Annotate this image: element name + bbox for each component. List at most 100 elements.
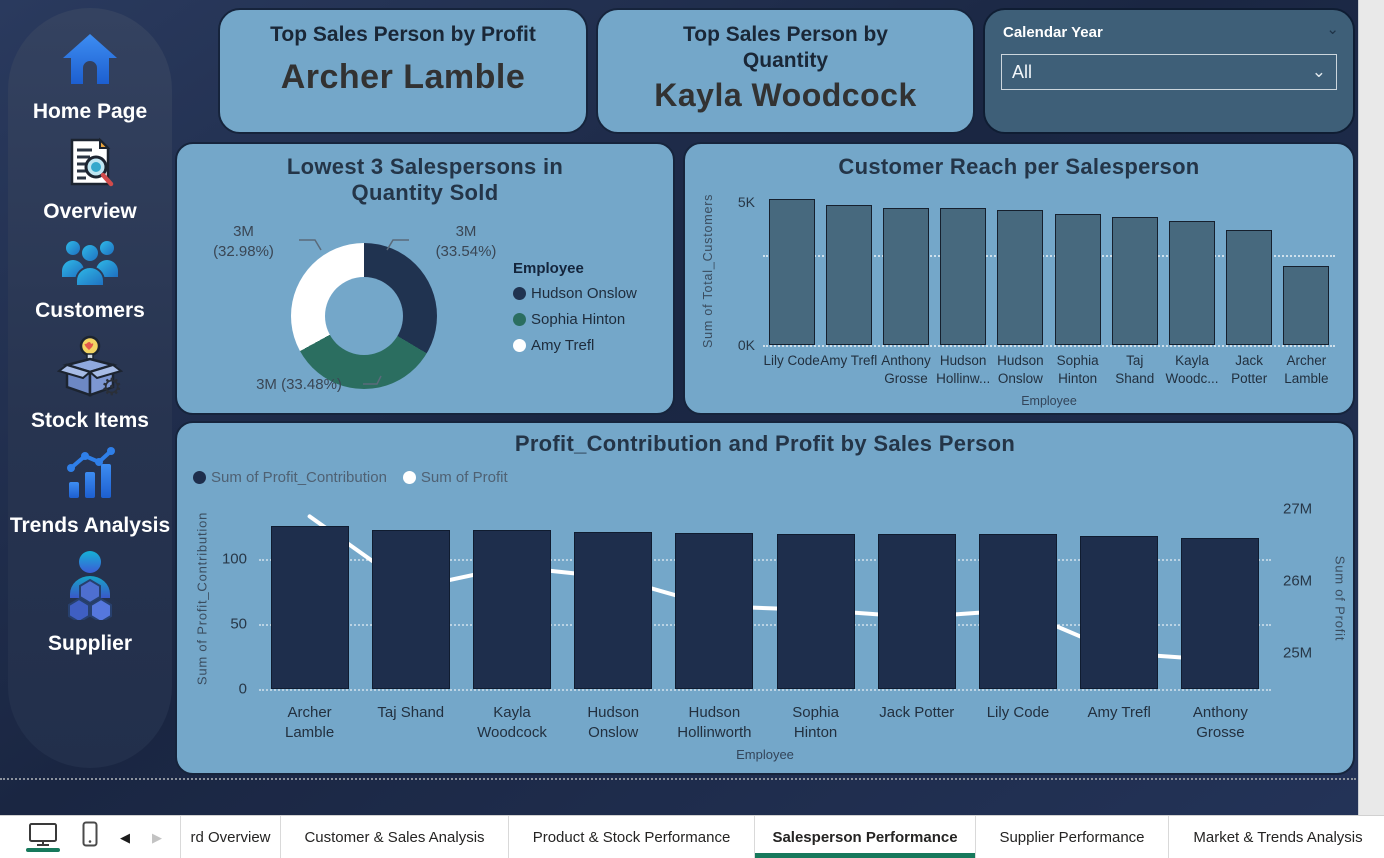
x-label: Amy Trefl xyxy=(820,353,878,368)
sidebar-item-trends[interactable]: Trends Analysis xyxy=(10,446,170,541)
sidebar-item-overview[interactable]: Overview xyxy=(43,136,137,227)
tab-product-stock-performance[interactable]: Product & Stock Performance xyxy=(508,816,754,858)
sidebar-item-label: Supplier xyxy=(47,632,132,656)
bar-chart-plot xyxy=(763,199,1335,347)
bar-Sophia Hinton[interactable] xyxy=(1054,214,1101,345)
canvas-right-gutter xyxy=(1358,0,1384,815)
x-axis-title: Employee xyxy=(1021,394,1077,408)
slicer-value: All xyxy=(1012,61,1033,82)
legend-item[interactable]: Sum of Profit_Contribution xyxy=(193,469,387,486)
bar-Taj Shand[interactable] xyxy=(1111,217,1158,345)
kpi-value: Kayla Woodcock xyxy=(654,76,917,113)
svg-text:⚙: ⚙ xyxy=(101,374,123,397)
kpi-title: Top Sales Person by Profit xyxy=(270,23,536,46)
sidebar-item-stock-items[interactable]: ⚙ Stock Items xyxy=(31,335,149,436)
right-tick: 27M xyxy=(1283,500,1313,518)
bar-Jack Potter[interactable] xyxy=(877,534,956,689)
legend-dot xyxy=(193,471,206,484)
tab-salesperson-performance[interactable]: Salesperson Performance xyxy=(754,816,975,858)
donut-legend: Employee Hudson Onslow Sophia Hinton Amy… xyxy=(513,260,637,363)
page-tabs: rd Overview Customer & Sales Analysis Prod… xyxy=(180,816,1384,858)
prev-page-arrow-icon[interactable]: ◀ xyxy=(120,829,130,845)
legend-dot xyxy=(402,471,416,484)
y-axis-title: Sum of Total_Customers xyxy=(701,193,715,348)
donut-chart[interactable] xyxy=(291,243,437,389)
bar-Anthony Grosse[interactable] xyxy=(1181,538,1260,689)
bar-Amy Trefl[interactable] xyxy=(825,205,872,345)
gridline xyxy=(763,345,1335,347)
bar-Sophia Hinton[interactable] xyxy=(776,534,855,689)
mobile-view-icon[interactable] xyxy=(82,821,98,847)
x-label: Anthony Grosse xyxy=(881,353,931,386)
donut-chart-card: Lowest 3 Salespersons in Quantity Sold 3… xyxy=(175,142,675,415)
trends-icon xyxy=(61,446,119,507)
right-tick: 26M xyxy=(1283,572,1313,590)
bar-Amy Trefl[interactable] xyxy=(1080,536,1159,689)
kpi-title: Top Sales Person by Quantity xyxy=(682,23,888,73)
combo-chart-plot xyxy=(259,507,1271,691)
customer-reach-chart-card: Customer Reach per Salesperson Sum of To… xyxy=(683,142,1355,415)
bar-Lily Code[interactable] xyxy=(978,534,1057,689)
page-tab-bar: ◀ ▶ rd Overview Customer & Sales Analysis… xyxy=(0,815,1384,858)
customers-icon xyxy=(59,237,121,292)
x-label: Kayla Woodcock xyxy=(477,704,547,741)
legend-dot xyxy=(513,339,526,352)
bar-Hudson Hollinworth[interactable] xyxy=(675,533,754,689)
sidebar-item-label: Overview xyxy=(43,200,137,224)
left-tick: 100 xyxy=(221,550,247,568)
bar-Taj Shand[interactable] xyxy=(371,530,450,689)
sidebar-item-supplier[interactable]: Supplier xyxy=(48,550,132,659)
sidebar-item-label: Home Page xyxy=(32,100,148,123)
bar-Hudson Hollinw...[interactable] xyxy=(940,208,987,345)
supplier-icon xyxy=(61,550,119,625)
tab-market-trends-analysis[interactable]: Market & Trends Analysis xyxy=(1168,816,1384,858)
legend-item[interactable]: Hudson Onslow xyxy=(513,285,637,302)
bar-Jack Potter[interactable] xyxy=(1226,230,1273,345)
tab-rd-overview[interactable]: rd Overview xyxy=(180,816,280,858)
legend-dot xyxy=(513,287,526,300)
x-label: Anthony Grosse xyxy=(1192,704,1248,741)
bar-Hudson Onslow[interactable] xyxy=(997,210,1044,345)
stock-items-icon: ⚙ xyxy=(56,335,124,402)
desktop-view-icon[interactable] xyxy=(26,822,60,852)
left-tick: 0 xyxy=(238,680,247,698)
slicer-dropdown[interactable]: All ⌄ xyxy=(1001,54,1337,90)
bar-Kayla Woodc...[interactable] xyxy=(1168,221,1215,345)
right-axis-title: Sum of Profit xyxy=(1332,555,1348,642)
legend-item[interactable]: Sum of Profit xyxy=(402,469,508,486)
slicer-label: Calendar Year xyxy=(1003,24,1103,41)
sidebar-item-home[interactable]: Home Page xyxy=(33,30,147,127)
sidebar-item-customers[interactable]: Customers xyxy=(35,237,145,326)
sidebar-item-label: Trends Analysis xyxy=(9,513,171,537)
combo-chart-card: Profit_Contribution and Profit by Sales … xyxy=(175,421,1355,775)
active-view-indicator xyxy=(26,848,60,852)
legend-item[interactable]: Sophia Hinton xyxy=(513,311,637,328)
chevron-down-icon[interactable]: ⌄ xyxy=(1326,21,1339,38)
legend-title: Employee xyxy=(513,260,584,277)
x-label: Kayla Woodc... xyxy=(1165,353,1219,386)
tab-supplier-performance[interactable]: Supplier Performance xyxy=(975,816,1168,858)
bar-Archer Lamble[interactable] xyxy=(270,526,349,689)
kpi-card-top-quantity: Top Sales Person by Quantity Kayla Woodc… xyxy=(596,8,975,134)
x-label: Sophia Hinton xyxy=(792,704,839,741)
sidebar-item-label: Stock Items xyxy=(31,409,149,433)
x-label: Hudson Onslow xyxy=(997,353,1044,386)
tab-customer-sales-analysis[interactable]: Customer & Sales Analysis xyxy=(280,816,508,858)
left-tick: 50 xyxy=(230,615,247,633)
x-label: Hudson Hollinworth xyxy=(677,704,752,741)
legend-item[interactable]: Amy Trefl xyxy=(513,337,637,354)
x-label: Hudson Hollinw... xyxy=(936,353,991,386)
donut-data-label: 3M (32.98%) xyxy=(213,223,274,261)
bar-Anthony Grosse[interactable] xyxy=(882,208,929,345)
combo-legend: Sum of Profit_Contribution Sum of Profit xyxy=(193,469,508,486)
bar-Lily Code[interactable] xyxy=(768,199,815,345)
chart-title: Profit_Contribution and Profit by Sales … xyxy=(514,431,1016,456)
canvas-selection-border xyxy=(0,778,1356,780)
calendar-year-slicer: Calendar Year ⌄ All ⌄ xyxy=(983,8,1355,134)
bar-Hudson Onslow[interactable] xyxy=(574,532,653,689)
bar-Kayla Woodcock[interactable] xyxy=(472,530,551,689)
bar-Archer Lamble[interactable] xyxy=(1283,266,1330,345)
next-page-arrow-icon[interactable]: ▶ xyxy=(152,829,162,845)
x-label: Archer Lamble xyxy=(284,704,335,741)
